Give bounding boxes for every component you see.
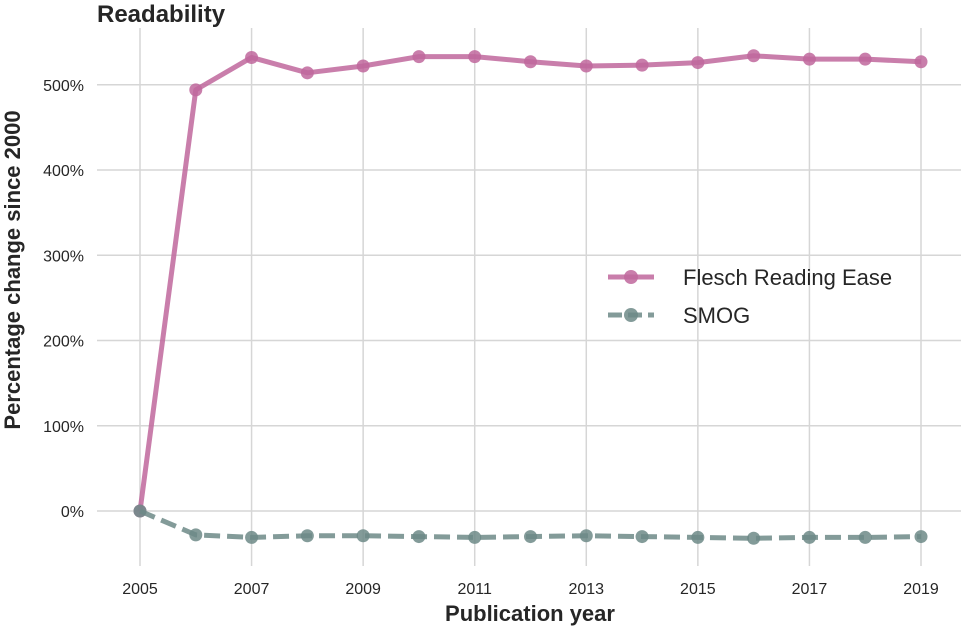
y-axis-label: Percentage change since 2000 bbox=[0, 110, 25, 429]
x-axis-ticks: 2005 2007 2009 2011 2013 2015 2017 2019 bbox=[122, 581, 939, 598]
chart-title: Readability bbox=[97, 1, 226, 28]
legend-marker bbox=[624, 270, 638, 284]
data-point bbox=[802, 52, 816, 66]
legend: Flesch Reading Ease SMOG bbox=[608, 265, 892, 328]
legend-marker bbox=[624, 308, 638, 322]
x-tick-label: 2005 bbox=[122, 581, 158, 598]
y-axis-ticks: 0% 100% 200% 300% 400% 500% bbox=[43, 78, 84, 521]
y-tick-label: 400% bbox=[43, 163, 84, 180]
data-point bbox=[858, 52, 872, 66]
x-tick-label: 2015 bbox=[680, 581, 716, 598]
data-point bbox=[412, 50, 426, 64]
data-point bbox=[691, 530, 705, 544]
data-point bbox=[356, 529, 370, 543]
data-point bbox=[635, 530, 649, 544]
data-point bbox=[914, 530, 928, 544]
x-axis-label: Publication year bbox=[445, 601, 615, 626]
data-point bbox=[189, 83, 203, 97]
x-tick-label: 2013 bbox=[568, 581, 604, 598]
y-tick-label: 300% bbox=[43, 248, 84, 265]
data-point bbox=[858, 530, 872, 544]
data-point bbox=[189, 528, 203, 542]
data-point bbox=[579, 529, 593, 543]
data-point bbox=[579, 59, 593, 73]
x-tick-label: 2011 bbox=[458, 581, 493, 598]
legend-entry-label: SMOG bbox=[683, 303, 750, 328]
x-tick-label: 2009 bbox=[345, 581, 381, 598]
data-point bbox=[524, 55, 537, 69]
y-tick-label: 100% bbox=[43, 419, 84, 436]
y-tick-label: 200% bbox=[43, 334, 84, 351]
data-point bbox=[524, 530, 537, 544]
data-point bbox=[747, 49, 761, 63]
data-point bbox=[300, 66, 314, 80]
y-tick-label: 0% bbox=[61, 504, 84, 521]
data-point bbox=[245, 50, 259, 64]
data-point bbox=[412, 530, 426, 544]
gridlines bbox=[97, 28, 961, 566]
data-point bbox=[635, 58, 649, 72]
data-point bbox=[468, 530, 482, 544]
data-point bbox=[245, 530, 259, 544]
x-tick-label: 2019 bbox=[903, 581, 939, 598]
data-point bbox=[468, 50, 482, 64]
y-tick-label: 500% bbox=[43, 78, 84, 95]
series-group bbox=[133, 49, 928, 545]
x-tick-label: 2007 bbox=[234, 581, 270, 598]
data-point bbox=[133, 504, 147, 518]
data-point bbox=[691, 56, 705, 70]
data-point bbox=[356, 59, 370, 73]
data-point bbox=[802, 530, 816, 544]
legend-entry-label: Flesch Reading Ease bbox=[683, 265, 892, 290]
data-point bbox=[914, 55, 928, 69]
data-point bbox=[300, 529, 314, 543]
data-point bbox=[747, 531, 761, 545]
x-tick-label: 2017 bbox=[792, 581, 828, 598]
